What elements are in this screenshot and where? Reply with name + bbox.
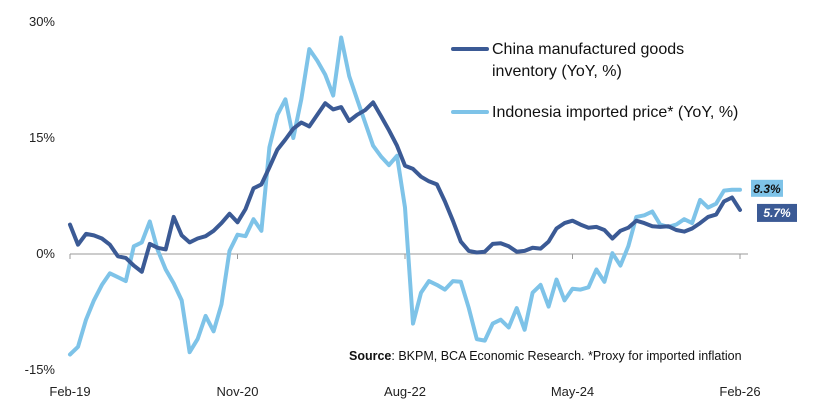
- x-tick-label: Nov-20: [217, 384, 259, 399]
- y-axis-ticks: -15% 0% 15% 30%: [25, 14, 56, 377]
- source-note: Source: BKPM, BCA Economic Research. *Pr…: [349, 349, 742, 363]
- x-axis-ticks: [69, 254, 741, 259]
- y-tick-label: 15%: [29, 130, 55, 145]
- axes: -15%0%15%30% Feb-19 Nov-20 Aug-22 May-24 Feb…: [25, 14, 761, 399]
- y-tick-label: -15%: [25, 362, 56, 377]
- x-axis-labels: Feb-19 Nov-20 Aug-22 May-24 Feb-26: [49, 384, 760, 399]
- series-layer: [68, 35, 742, 357]
- end-label-china: 5.7%: [763, 206, 791, 220]
- end-labels: 8.3% 5.7%: [751, 179, 797, 222]
- x-tick-label: Aug-22: [384, 384, 426, 399]
- legend-entry: Indonesia imported price* (YoY, %): [492, 104, 738, 121]
- end-label-box-china: [757, 203, 797, 222]
- x-tick-label: Feb-19: [49, 384, 90, 399]
- legend: China manufactured goods inventory (YoY, …: [451, 41, 738, 121]
- x-tick-label: Feb-26: [719, 384, 760, 399]
- legend-entry: China manufactured goods inventory (YoY, …: [492, 41, 684, 80]
- end-label-indonesia: 8.3%: [753, 182, 781, 196]
- source-label: Source: [349, 349, 391, 363]
- y-tick-label: 30%: [29, 14, 55, 29]
- end-label-box-indonesia: [751, 179, 783, 197]
- source-text: : BKPM, BCA Economic Research. *Proxy fo…: [391, 349, 741, 363]
- series-line-china-inventory: [68, 100, 742, 274]
- series-line-indonesia-import-price: [68, 35, 742, 357]
- x-tick-label: May-24: [551, 384, 594, 399]
- y-tick-label: 0%: [36, 246, 55, 261]
